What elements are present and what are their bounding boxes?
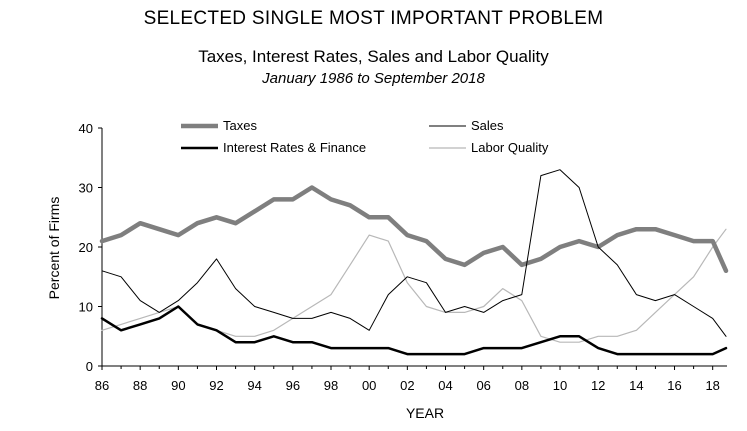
legend-label-taxes: Taxes [223, 118, 257, 133]
legend-label-interest-rates-finance: Interest Rates & Finance [223, 140, 366, 155]
axes: 0 10 20 30 40 86 88 90 92 94 96 98 00 02 04 06 08 10 12 14 1… [79, 121, 727, 393]
legend: Taxes Sales Interest Rates & Finance Labor … [181, 118, 549, 155]
x-tick-label: 92 [209, 378, 223, 393]
x-tick-label: 12 [591, 378, 605, 393]
chart-subtitle: Taxes, Interest Rates, Sales and Labor Q… [198, 47, 549, 66]
legend-label-sales: Sales [471, 118, 504, 133]
y-tick-label: 0 [86, 359, 93, 374]
x-tick-label: 96 [286, 378, 300, 393]
x-tick-label: 04 [438, 378, 452, 393]
y-tick-label: 10 [79, 300, 93, 315]
x-tick-label: 88 [133, 378, 147, 393]
x-tick-label: 94 [247, 378, 261, 393]
x-tick-label: 08 [515, 378, 529, 393]
chart-date-range: January 1986 to September 2018 [262, 70, 485, 87]
y-axis-label: Percent of Firms [46, 197, 62, 300]
y-tick-label: 40 [79, 121, 93, 136]
x-tick-label: 98 [324, 378, 338, 393]
series-layer [99, 169, 729, 356]
x-tick-label: 00 [362, 378, 376, 393]
x-tick-label: 02 [400, 378, 414, 393]
series-line-labor-quality [101, 228, 727, 343]
x-tick-label: 16 [667, 378, 681, 393]
series-line-interest-rates-finance [100, 305, 728, 356]
series-line-sales [101, 169, 727, 337]
x-tick-label: 14 [629, 378, 643, 393]
series-line-taxes [99, 185, 729, 274]
y-tick-label: 30 [79, 181, 93, 196]
x-tick-label: 86 [95, 378, 109, 393]
x-tick-label: 18 [705, 378, 719, 393]
x-tick-label: 06 [476, 378, 490, 393]
x-axis-label: YEAR [406, 405, 444, 421]
x-tick-label: 10 [553, 378, 567, 393]
x-tick-label: 90 [171, 378, 185, 393]
y-tick-label: 20 [79, 240, 93, 255]
chart-title: SELECTED SINGLE MOST IMPORTANT PROBLEM [143, 8, 604, 29]
legend-label-labor-quality: Labor Quality [471, 140, 549, 155]
